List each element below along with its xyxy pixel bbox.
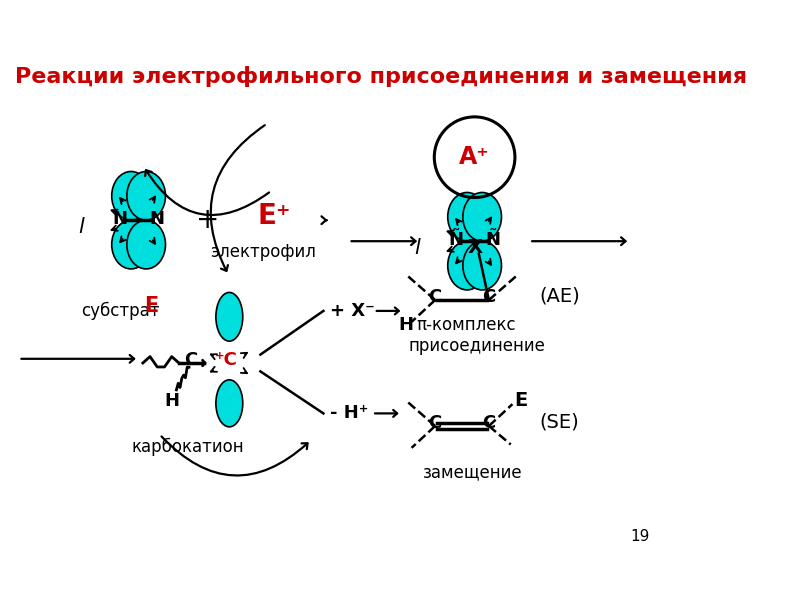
Text: Ñ: Ñ [449, 232, 464, 250]
Ellipse shape [463, 193, 502, 241]
Text: присоединение: присоединение [409, 337, 546, 355]
Text: C: C [429, 415, 442, 433]
Text: π-комплекс: π-комплекс [416, 316, 516, 334]
Text: Ñ: Ñ [486, 232, 501, 250]
Text: 19: 19 [630, 529, 650, 544]
Text: + X⁻: + X⁻ [330, 302, 375, 320]
Ellipse shape [216, 380, 242, 427]
Text: C: C [184, 350, 198, 368]
Ellipse shape [112, 220, 150, 269]
Text: Реакции электрофильного присоединения и замещения: Реакции электрофильного присоединения и … [15, 67, 747, 88]
Ellipse shape [448, 241, 486, 290]
Text: l: l [78, 217, 84, 237]
Ellipse shape [127, 172, 166, 220]
Text: l: l [414, 238, 420, 258]
Text: A⁺: A⁺ [459, 145, 490, 169]
Text: электрофил: электрофил [210, 243, 316, 261]
Text: (SE): (SE) [539, 412, 579, 431]
Ellipse shape [216, 292, 242, 341]
Text: (AE): (AE) [539, 286, 580, 305]
Text: E: E [514, 391, 527, 410]
Text: N: N [150, 211, 165, 229]
Text: карбокатион: карбокатион [131, 438, 244, 456]
Text: +: + [196, 206, 219, 234]
Text: C: C [482, 287, 495, 305]
Ellipse shape [463, 241, 502, 290]
Ellipse shape [448, 193, 486, 241]
Text: замещение: замещение [423, 463, 522, 481]
Text: C: C [482, 415, 495, 433]
Text: X: X [468, 238, 483, 257]
Text: E: E [144, 296, 158, 316]
Text: C: C [429, 287, 442, 305]
Text: H: H [398, 316, 414, 334]
Ellipse shape [112, 172, 150, 220]
Ellipse shape [127, 220, 166, 269]
Text: E⁺: E⁺ [258, 202, 291, 230]
Text: N: N [113, 211, 128, 229]
Text: субстрат: субстрат [81, 302, 159, 320]
Text: ⁺C: ⁺C [214, 350, 238, 368]
Text: - H⁺: - H⁺ [330, 404, 369, 422]
Text: H: H [165, 392, 180, 410]
